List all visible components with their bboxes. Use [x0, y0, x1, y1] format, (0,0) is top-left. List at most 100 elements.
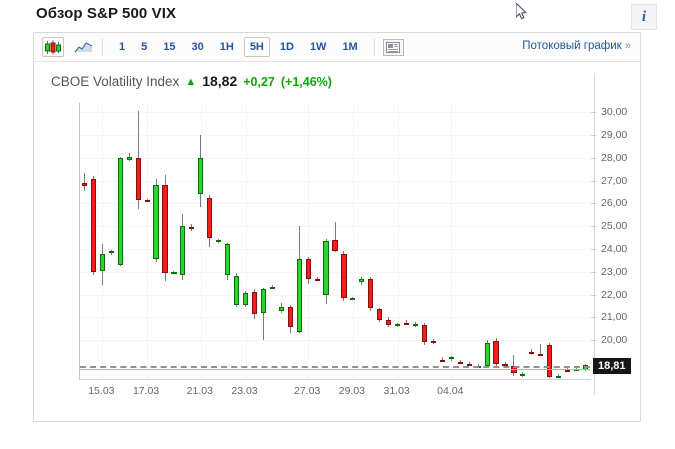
timeframe-5h[interactable]: 5H: [243, 37, 270, 57]
candle-body: [386, 319, 392, 326]
candle-body: [448, 357, 454, 360]
quote-change-percent: (+1,46%): [280, 75, 332, 89]
area-chart-icon: [74, 41, 92, 52]
candle-wick: [406, 319, 408, 326]
chart-plot-area[interactable]: 30,00 29,00 28,00 27,00 26,00 25,00 24,00 23,00…: [45, 75, 631, 420]
candle-wick: [504, 361, 506, 367]
gridline-vertical: [102, 103, 104, 379]
quote-bar: CBOE Volatility Index ▲ 18,82 +0,27 (+1,…: [51, 73, 332, 89]
timeframe-15[interactable]: 15: [163, 41, 176, 53]
toolbar-divider-1: [102, 38, 103, 56]
timeframe-1w[interactable]: 1W: [309, 41, 327, 53]
streaming-chart-link[interactable]: Потоковый график »: [522, 40, 631, 52]
candle-body: [287, 307, 293, 327]
gridline-horizontal: [80, 271, 590, 273]
gridline-horizontal: [80, 294, 590, 296]
area-chart-type-button[interactable]: [72, 37, 94, 57]
candle-body: [538, 353, 544, 356]
y-axis-tick-mark: [591, 271, 596, 273]
y-axis-tick-label: 26,00: [601, 197, 628, 210]
timeframe-1d[interactable]: 1D: [279, 41, 294, 53]
candle-body: [99, 253, 105, 271]
x-axis-tick-label: 21.03: [186, 385, 213, 397]
candle-body: [377, 309, 383, 320]
candle-body: [198, 157, 204, 195]
candle-wick: [540, 343, 542, 357]
candle-body: [368, 278, 374, 309]
candle-wick: [477, 364, 479, 368]
gridline-horizontal: [80, 180, 590, 182]
gridline-vertical: [352, 103, 354, 379]
candle-body: [225, 244, 231, 276]
candle-body: [457, 361, 463, 364]
y-axis-tick-mark: [591, 180, 596, 182]
candle-body: [260, 288, 266, 313]
gridline-horizontal: [80, 134, 590, 136]
candle-wick: [262, 287, 264, 341]
x-axis-line: [79, 379, 591, 380]
candle-body: [430, 341, 436, 344]
candle-body: [278, 307, 284, 311]
last-price-line: [80, 369, 590, 371]
timeframe-1h[interactable]: 1H: [219, 41, 234, 53]
candle-body: [108, 251, 114, 254]
timeframe-1[interactable]: 1: [119, 41, 126, 53]
y-axis-tick-mark: [591, 203, 596, 205]
info-icon: i: [641, 8, 647, 25]
candle-body: [216, 239, 222, 242]
y-axis-tick-mark: [591, 294, 596, 296]
y-axis-tick-mark: [591, 340, 596, 342]
candle-body: [269, 286, 275, 289]
y-axis-tick-label: 30,00: [601, 106, 628, 119]
y-axis-tick-label: 21,00: [601, 311, 628, 324]
candle-body: [493, 341, 499, 365]
candle-body: [359, 278, 365, 283]
gridline-vertical: [200, 103, 202, 379]
candle-wick: [432, 339, 434, 344]
gridline-horizontal: [80, 112, 590, 114]
gridline-horizontal: [80, 317, 590, 319]
candle-wick: [334, 221, 336, 253]
last-price-tag: 18,81: [593, 358, 631, 375]
news-button[interactable]: [382, 38, 404, 56]
candle-body: [412, 324, 419, 327]
y-axis-tick-label: 27,00: [601, 174, 628, 187]
candle-body: [332, 239, 338, 252]
gridline-vertical: [308, 103, 310, 379]
gridline-vertical: [147, 103, 149, 379]
streaming-chart-label: Потоковый график: [522, 40, 622, 52]
gridline-vertical: [245, 103, 247, 379]
candle-body: [556, 375, 562, 378]
candle-body: [180, 226, 186, 276]
candle-body: [421, 325, 428, 343]
y-axis-tick-label: 25,00: [601, 220, 628, 233]
y-axis-tick-label: 28,00: [601, 151, 628, 164]
x-axis-tick-label: 15.03: [88, 385, 115, 397]
y-axis-tick-mark: [591, 112, 596, 114]
y-axis-tick-mark: [591, 134, 596, 136]
candle-body: [162, 185, 168, 273]
candle-body: [207, 197, 213, 238]
x-axis-tick-label: 23.03: [231, 385, 258, 397]
gridline-horizontal: [80, 157, 590, 159]
timeframe-5[interactable]: 5: [141, 41, 148, 53]
x-axis-tick-label: 17.03: [132, 385, 160, 397]
candlestick-icon: [45, 40, 61, 54]
candle-body: [502, 364, 508, 367]
candle-body: [403, 323, 410, 326]
candle-body: [296, 259, 302, 333]
info-button[interactable]: i: [631, 4, 657, 30]
candlestick-chart-type-button[interactable]: [42, 37, 64, 57]
timeframe-30[interactable]: 30: [191, 41, 204, 53]
quote-change-absolute: +0,27: [243, 75, 275, 89]
candle-body: [242, 293, 249, 305]
mouse-cursor: [516, 3, 527, 20]
candle-body: [90, 179, 96, 272]
candle-body: [350, 298, 356, 301]
candle-body: [547, 344, 553, 377]
y-axis-tick-label: 20,00: [601, 334, 628, 347]
candlestick-plot[interactable]: [79, 103, 590, 379]
timeframe-1m[interactable]: 1M: [342, 41, 358, 53]
candle-body: [126, 156, 132, 160]
candle-body: [189, 227, 195, 230]
